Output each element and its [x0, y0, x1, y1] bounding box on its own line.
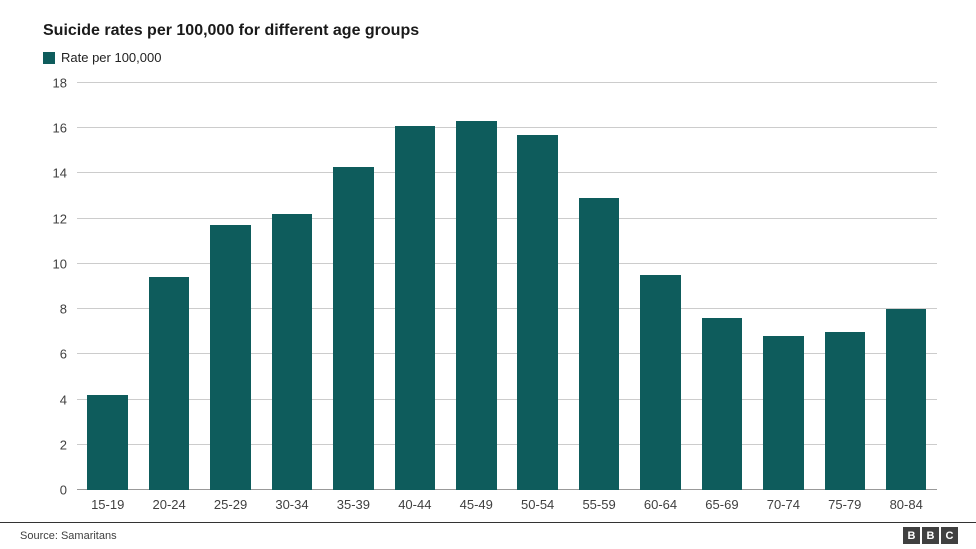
x-tick-label: 80-84: [889, 497, 923, 512]
bbc-logo-letter: C: [941, 527, 958, 544]
bar-slot: [507, 83, 568, 490]
bar-slot: [261, 83, 322, 490]
bbc-logo: B B C: [903, 527, 958, 544]
bar-slot: [691, 83, 752, 490]
y-tick-label: 18: [52, 75, 67, 91]
y-tick-label: 12: [52, 211, 67, 227]
bar-slot: [630, 83, 691, 490]
x-tick-label: 15-19: [91, 497, 125, 512]
gridline: [77, 217, 937, 219]
y-tick-label: 8: [59, 301, 67, 317]
gridline: [77, 489, 937, 490]
bar-slot: [77, 83, 138, 490]
bar-slot: [446, 83, 507, 490]
bar-65-69: [701, 318, 743, 490]
gridline: [77, 127, 937, 129]
x-tick-label: 50-54: [521, 497, 555, 512]
bar-slot: [384, 83, 445, 490]
bar-20-24: [148, 277, 190, 490]
gridline: [77, 398, 937, 400]
bar-15-19: [87, 395, 128, 490]
gridline: [77, 82, 937, 83]
legend: Rate per 100,000: [43, 50, 161, 65]
bar-slot: [568, 83, 629, 490]
legend-label: Rate per 100,000: [61, 50, 162, 65]
x-tick-label: 20-24: [152, 497, 186, 512]
bar-30-34: [271, 214, 313, 490]
xaxis-row: 15-19 20-24 25-29 30-34 35-39 40-44 45-49 50-54…: [77, 497, 937, 512]
bar-slot: [753, 83, 814, 490]
bar-25-29: [210, 225, 251, 490]
gridline: [77, 443, 937, 445]
chart-area: 15-19 20-24 25-29 30-34 35-39 40-44 45-49 50-54…: [43, 76, 941, 512]
legend-swatch-icon: [43, 51, 55, 64]
x-tick-label: 65-69: [705, 497, 739, 512]
x-tick-label: 45-49: [459, 497, 493, 512]
bar-40-44: [394, 125, 436, 490]
x-tick-label: 25-29: [213, 497, 248, 512]
y-tick-label: 2: [59, 437, 67, 453]
footer-divider: [0, 522, 976, 523]
x-tick-label: 30-34: [275, 497, 309, 512]
gridline: [77, 308, 937, 310]
gridline: [77, 172, 937, 174]
bar-slot: [875, 83, 936, 490]
bar-75-79: [824, 331, 866, 490]
bar-55-59: [578, 198, 620, 490]
bar-70-74: [763, 336, 804, 490]
bar-60-64: [640, 275, 681, 490]
x-tick-label: 60-64: [643, 497, 678, 512]
x-tick-label: 70-74: [766, 497, 800, 512]
plot-area: 15-19 20-24 25-29 30-34 35-39 40-44 45-49 50-54…: [53, 76, 937, 512]
bar-slot: [323, 83, 384, 490]
gridline: [77, 353, 937, 355]
bars-row: [77, 83, 937, 490]
gridline: [77, 262, 937, 264]
y-tick-label: 4: [59, 392, 67, 408]
bar-slot: [138, 83, 199, 490]
bbc-logo-letter: B: [903, 527, 920, 544]
y-tick-label: 6: [59, 346, 67, 362]
y-tick-label: 14: [52, 165, 67, 181]
x-tick-label: 40-44: [398, 497, 432, 512]
bar-45-49: [455, 121, 497, 490]
x-tick-label: 75-79: [828, 497, 862, 512]
bar-35-39: [333, 166, 374, 490]
y-tick-label: 16: [52, 120, 67, 136]
y-tick-label: 10: [52, 256, 67, 272]
bbc-logo-letter: B: [922, 527, 939, 544]
x-tick-label: 35-39: [336, 497, 371, 512]
bar-80-84: [885, 309, 927, 490]
y-tick-label: 0: [59, 482, 67, 498]
bar-50-54: [517, 135, 558, 490]
chart-title: Suicide rates per 100,000 for different …: [43, 22, 420, 39]
source-attribution: Source: Samaritans: [20, 530, 117, 542]
bar-slot: [200, 83, 261, 490]
x-tick-label: 55-59: [582, 497, 616, 512]
bar-slot: [814, 83, 875, 490]
